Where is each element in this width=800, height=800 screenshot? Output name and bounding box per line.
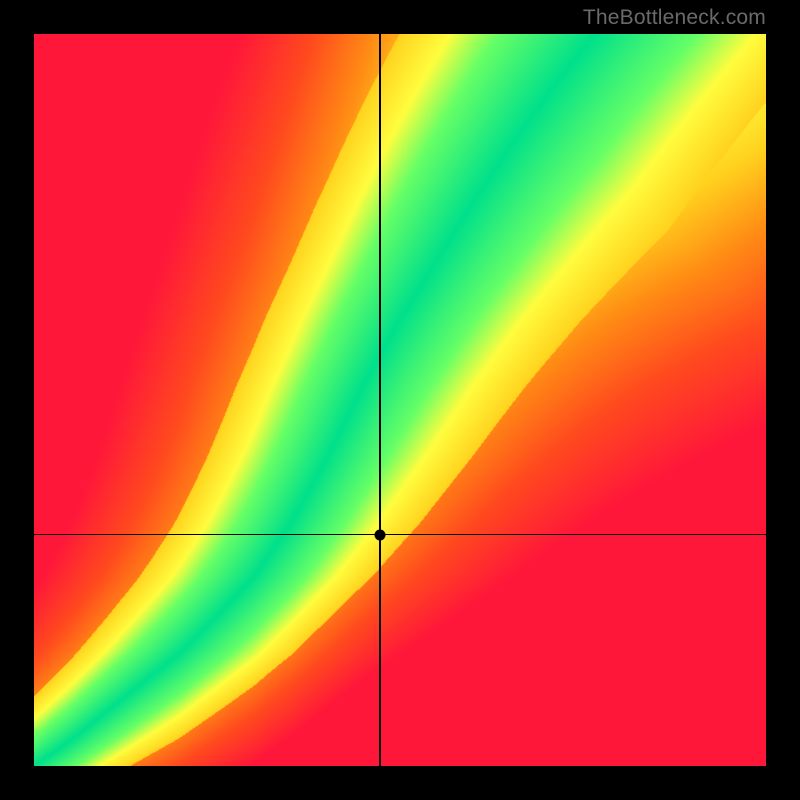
crosshair-horizontal [34, 534, 766, 536]
heatmap-canvas [34, 34, 766, 766]
heatmap-plot-area [34, 34, 766, 766]
watermark-label: TheBottleneck.com [583, 6, 766, 30]
crosshair-marker-dot [375, 529, 386, 540]
crosshair-vertical [379, 34, 381, 766]
